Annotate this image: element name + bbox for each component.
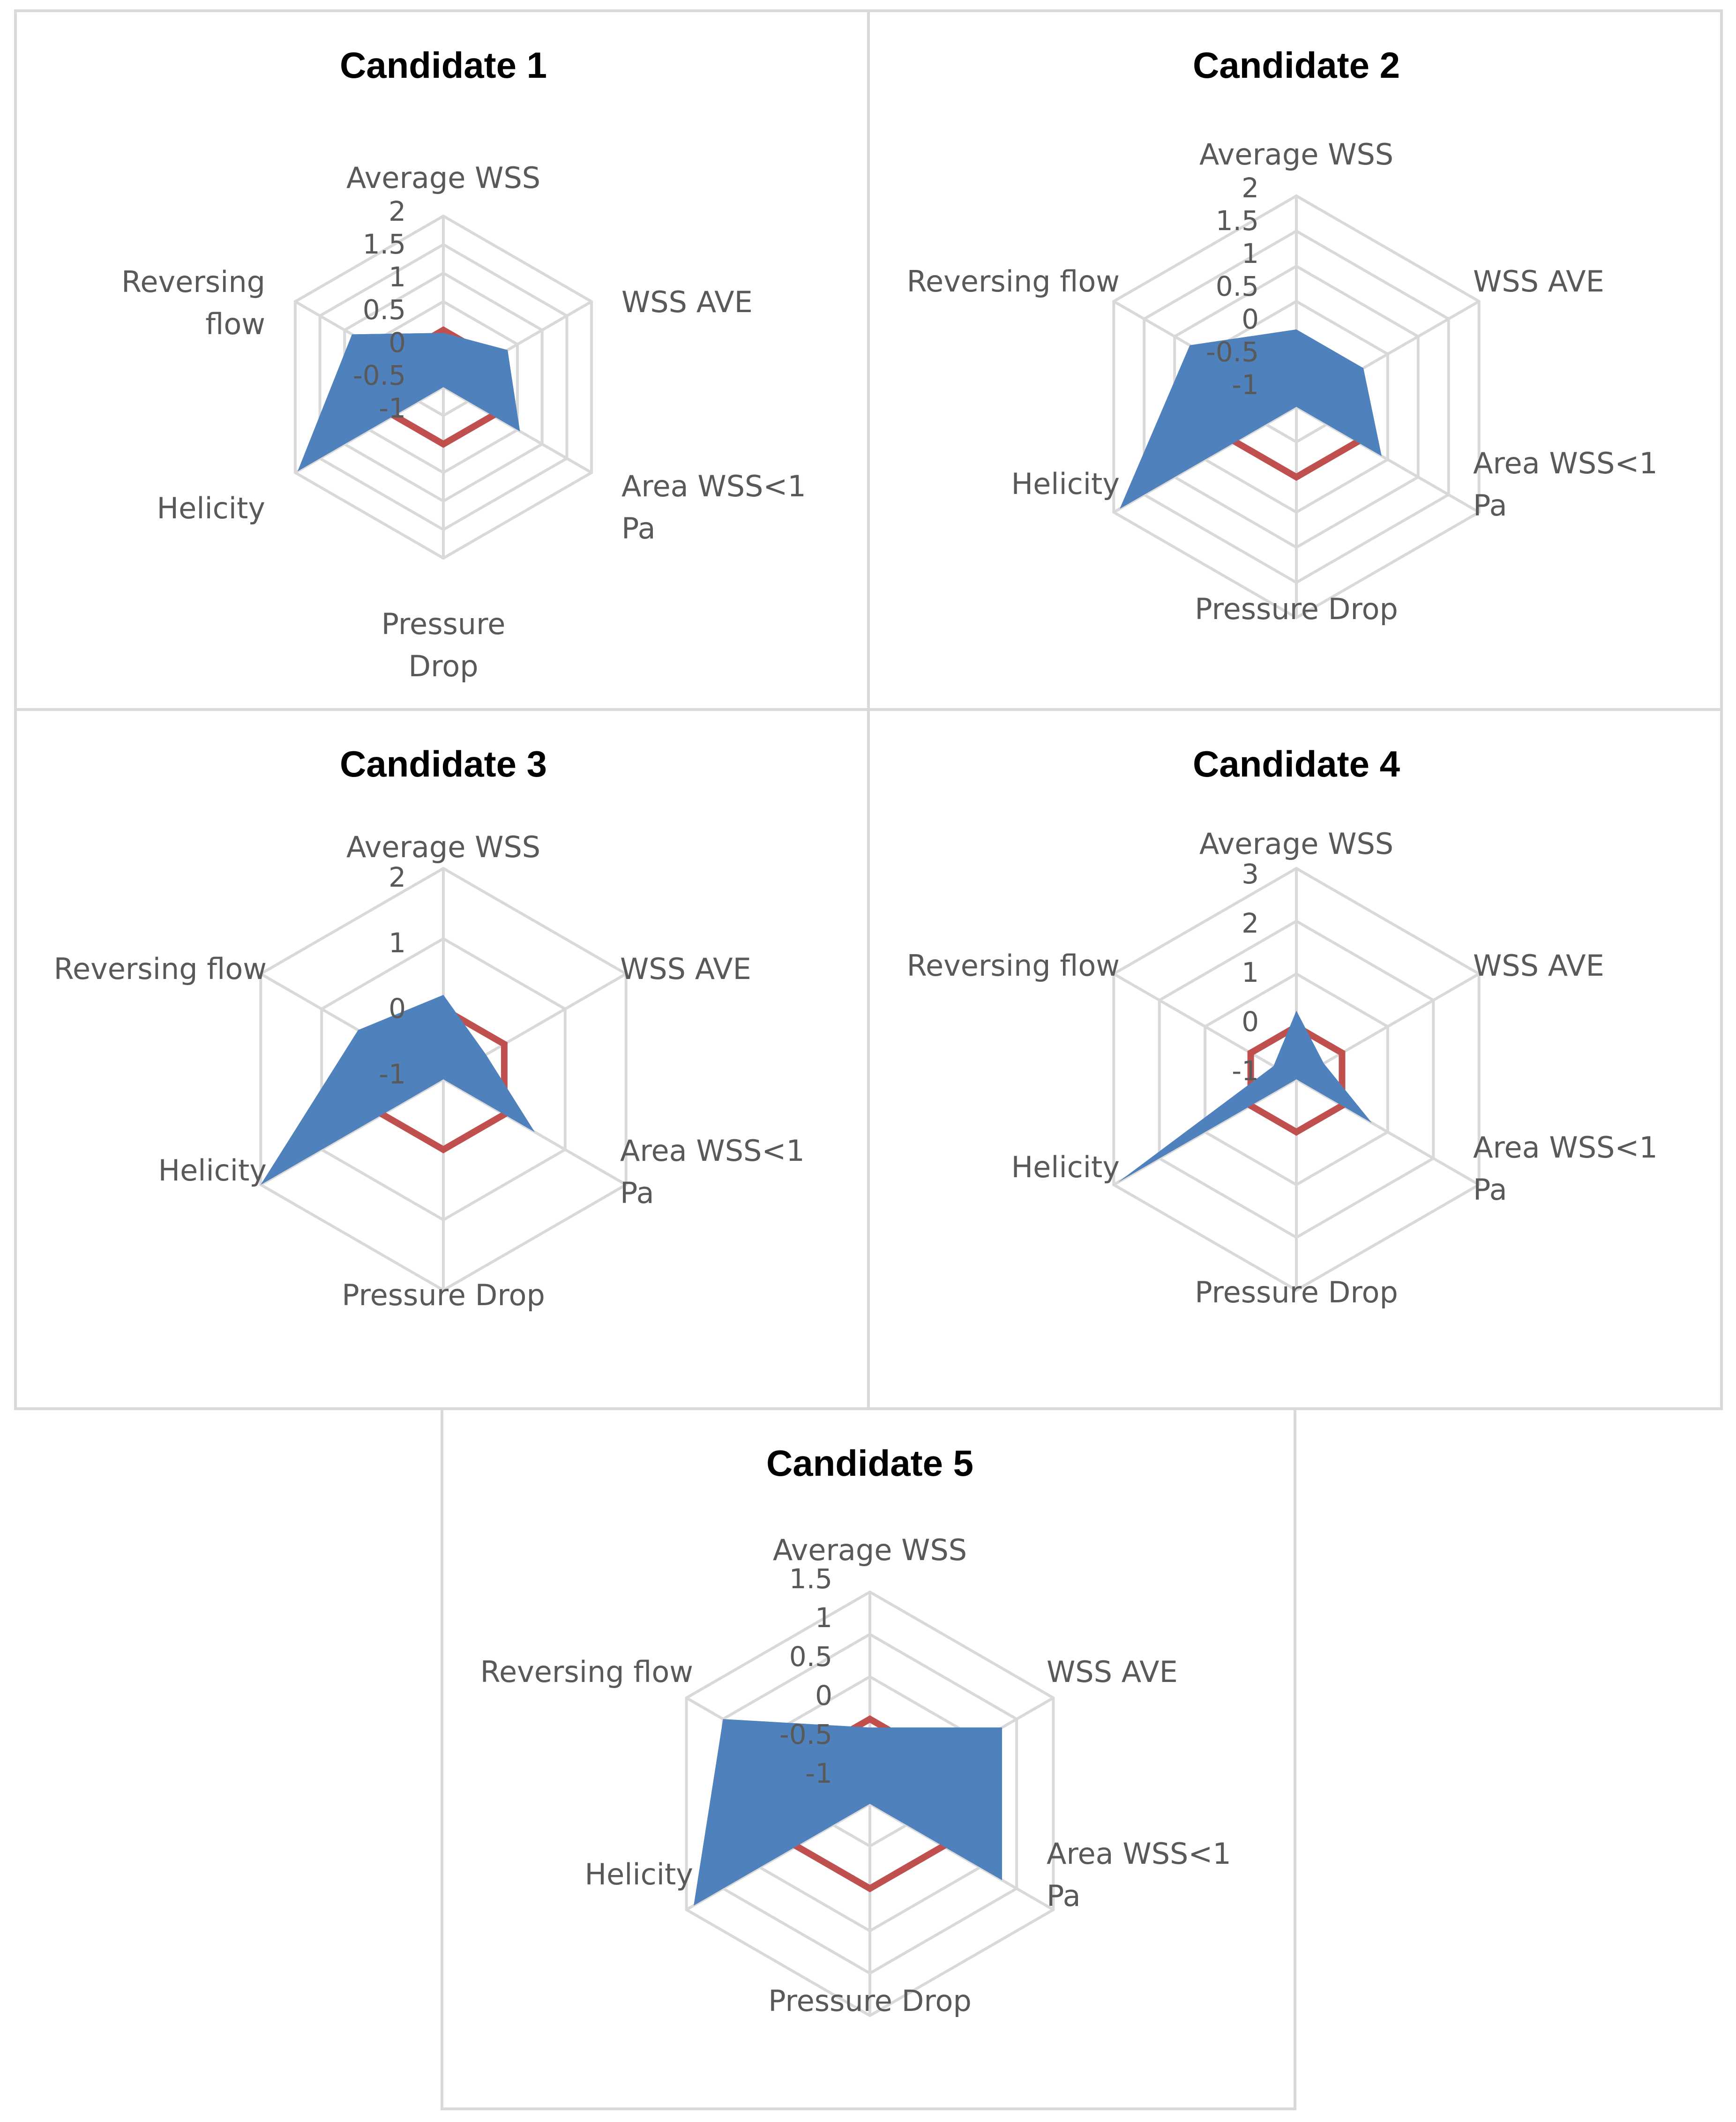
radar-chart-svg: Candidate 2 21.510.50-0.5-1 Average WSS WSS… bbox=[907, 45, 1658, 626]
radar-chart-svg: Candidate 3 2 1 0 -1 Average WSS WSS AVE Area W… bbox=[54, 743, 805, 1312]
radar-chart-svg: Candidate 5 1.5 1 0.5 0 -0.5 -1 Average WSS WSS … bbox=[480, 1442, 1231, 2018]
chart-panel-candidate-5: Candidate 5 1.5 1 0.5 0 -0.5 -1 Average WSS WSS … bbox=[441, 1407, 1296, 2110]
tick-label: 0 bbox=[815, 1680, 832, 1711]
axis-label-pressure-drop: Pressure Drop bbox=[1195, 1275, 1398, 1309]
tick-label: -1 bbox=[805, 1757, 832, 1789]
chart-panel-candidate-2: Candidate 2 2 1.5 1 0.5 0 -0.5 -1 Average WSS WSS… bbox=[867, 9, 1723, 711]
axis-label-wss-ave: WSS AVE bbox=[1047, 1655, 1178, 1689]
tick-label: -0.5 bbox=[779, 1719, 832, 1750]
tick-label: 1.5 bbox=[789, 1563, 832, 1595]
axis-label-average-wss: Average WSS bbox=[773, 1533, 967, 1567]
axis-label-wss-ave: WSS AVE bbox=[1473, 949, 1604, 983]
tick-label: 2 bbox=[389, 861, 406, 893]
axis-label-wss-ave: WSS AVE bbox=[621, 285, 753, 319]
tick-label: 1 bbox=[389, 927, 406, 959]
axis-spoke bbox=[1113, 405, 1297, 514]
tick-label: 3 bbox=[1242, 858, 1259, 890]
axis-label-reversing-flow: Reversing flow bbox=[907, 949, 1120, 983]
axis-spoke bbox=[294, 386, 444, 474]
tick-label: -1 bbox=[1232, 369, 1259, 401]
radar-chart-svg: Candidate 1 21.510.50-0.5-1 Average WSS WSS… bbox=[121, 45, 806, 683]
axis-label-reversing-flow: Reversing flow bbox=[54, 952, 267, 986]
axis-label-reversing-flow: Reversing flow bbox=[121, 265, 265, 341]
axis-label-reversing-flow: Reversing flow bbox=[907, 264, 1120, 299]
tick-label: 1 bbox=[1242, 238, 1259, 269]
axis-label-helicity: Helicity bbox=[1011, 467, 1120, 501]
tick-label: 2 bbox=[389, 195, 406, 227]
tick-label: -1 bbox=[379, 1058, 406, 1090]
tick-label: 0.5 bbox=[1216, 270, 1259, 302]
axis-label-area-wss-1-pa: Area WSS<1 Pa bbox=[1473, 1130, 1658, 1207]
tick-label: 1 bbox=[815, 1602, 832, 1634]
axis-spoke bbox=[869, 1802, 1054, 1911]
chart-panel-candidate-4: Candidate 4 3 2 1 0 -1 Average WSS WSS AVE Area … bbox=[867, 708, 1723, 1410]
axis-label-pressure-drop: Pressure Drop bbox=[768, 1984, 972, 2018]
axis-label-area-wss-1-pa: Area WSS<1 Pa bbox=[1047, 1837, 1231, 1913]
axis-label-pressure-drop: Pressure Drop bbox=[342, 1278, 545, 1312]
series-candidate-4-area-overlay bbox=[1118, 1010, 1372, 1182]
tick-label: 0 bbox=[1242, 303, 1259, 335]
tick-label: 2 bbox=[1242, 907, 1259, 939]
axis-label-reversing-flow: Reversing flow bbox=[480, 1655, 693, 1689]
series-candidate-2-area-overlay bbox=[1120, 329, 1382, 509]
axis-label-area-wss-1-pa: Area WSS<1 Pa bbox=[1473, 446, 1658, 523]
radar-chart-svg: Candidate 4 3 2 1 0 -1 Average WSS WSS AVE Area … bbox=[907, 743, 1658, 1309]
chart-panel-candidate-1: Candidate 1 2 1.5 1 0.5 0 -0.5 -1 Average WSS WSS… bbox=[14, 9, 870, 711]
axis-spoke bbox=[1295, 972, 1480, 1081]
tick-label: 0.5 bbox=[363, 294, 406, 326]
axis-label-area-wss-1-pa: Area WSS<1 Pa bbox=[620, 1134, 805, 1210]
chart-title: Candidate 2 bbox=[1193, 45, 1400, 86]
series-reference-outline bbox=[1247, 1023, 1346, 1136]
tick-label: 1 bbox=[1242, 956, 1259, 988]
tick-label: 1 bbox=[389, 261, 406, 293]
axis-label-wss-ave: WSS AVE bbox=[1473, 264, 1604, 299]
axis-spoke bbox=[686, 1802, 871, 1911]
axis-label-helicity: Helicity bbox=[1011, 1150, 1120, 1184]
series-candidate-1-area-overlay bbox=[298, 333, 520, 471]
axis-label-helicity: Helicity bbox=[584, 1857, 693, 1891]
tick-label: 2 bbox=[1242, 172, 1259, 204]
axis-label-helicity: Helicity bbox=[157, 491, 265, 525]
chart-panel-candidate-3: Candidate 3 2 1 0 -1 Average WSS WSS AVE Area W… bbox=[14, 708, 870, 1410]
axis-label-average-wss: Average WSS bbox=[1199, 137, 1393, 172]
axis-spoke bbox=[1295, 405, 1480, 514]
series-candidate-3-area-overlay bbox=[261, 995, 535, 1185]
tick-label: 1.5 bbox=[1216, 205, 1259, 237]
series-candidate-5-area-overlay bbox=[694, 1719, 1002, 1905]
tick-label: 0 bbox=[1242, 1006, 1259, 1038]
chart-title: Candidate 4 bbox=[1193, 743, 1400, 785]
axis-label-pressure-drop: Pressure Drop bbox=[382, 607, 506, 683]
chart-title: Candidate 1 bbox=[340, 45, 547, 86]
tick-label: -1 bbox=[1232, 1055, 1259, 1087]
axis-label-average-wss: Average WSS bbox=[346, 830, 540, 864]
tick-label: -0.5 bbox=[353, 359, 406, 391]
axis-label-average-wss: Average WSS bbox=[346, 161, 540, 195]
tick-label: 0 bbox=[389, 993, 406, 1024]
tick-label: -0.5 bbox=[1206, 336, 1259, 368]
axis-label-average-wss: Average WSS bbox=[1199, 827, 1393, 861]
tick-label: 0 bbox=[389, 327, 406, 359]
axis-label-area-wss-1-pa: Area WSS<1 Pa bbox=[621, 469, 806, 545]
axis-spoke bbox=[442, 386, 592, 474]
axis-label-helicity: Helicity bbox=[158, 1153, 267, 1188]
axis-label-pressure-drop: Pressure Drop bbox=[1195, 592, 1398, 626]
tick-label: 0.5 bbox=[789, 1641, 832, 1673]
axis-label-wss-ave: WSS AVE bbox=[620, 952, 751, 986]
axis-spoke bbox=[1113, 972, 1297, 1081]
chart-title: Candidate 5 bbox=[766, 1442, 973, 1484]
chart-title: Candidate 3 bbox=[340, 743, 547, 785]
tick-label: 1.5 bbox=[363, 228, 406, 260]
tick-label: -1 bbox=[379, 392, 406, 424]
